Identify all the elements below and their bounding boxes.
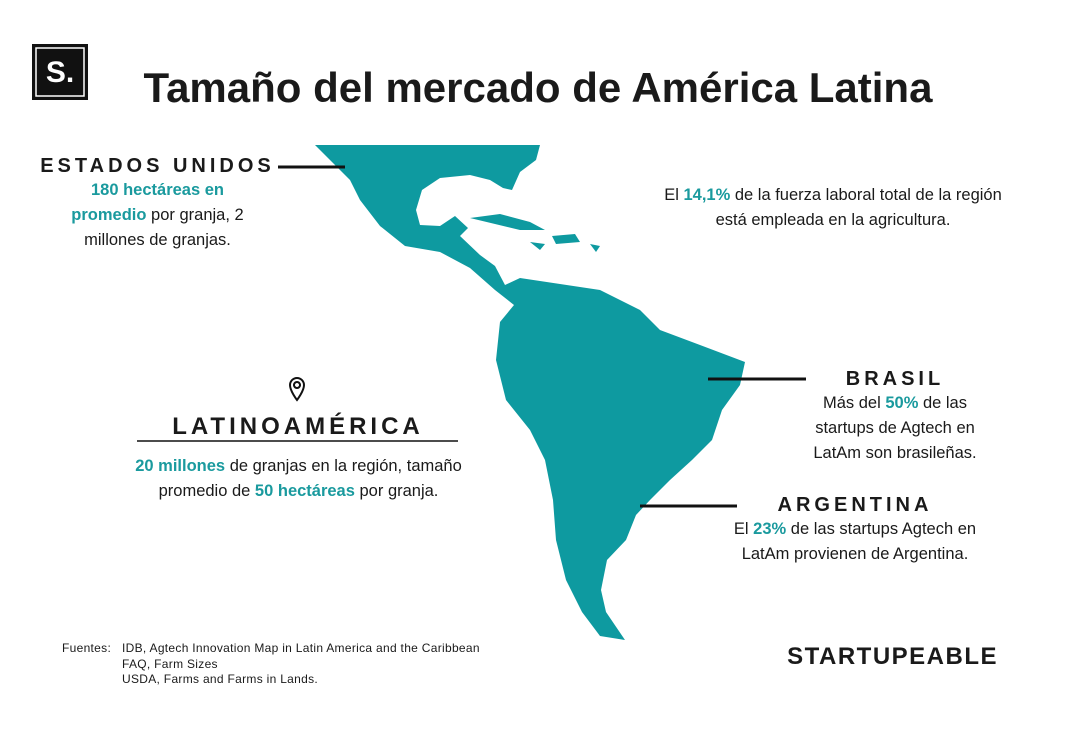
text-segment: por granja. xyxy=(354,482,439,500)
latam-heading: LATINOAMÉRICA xyxy=(172,413,424,440)
argentina-text: El 23% de las startups Agtech en LatAm p… xyxy=(730,517,980,567)
text-segment: por granja, 2 millones de granjas. xyxy=(84,206,244,249)
highlight: 50 hectáreas xyxy=(254,482,355,500)
brasil-heading: BRASIL xyxy=(845,368,945,390)
text-segment: de granjas en la región, tamaño promedio… xyxy=(158,457,462,500)
highlight: 180 hectáreas en promedio xyxy=(71,181,224,224)
sources-list: IDB, Agtech Innovation Map in Latin Amer… xyxy=(122,641,480,688)
text-segment: El xyxy=(664,186,684,204)
highlight: 20 millones xyxy=(135,457,226,475)
text-segment: El xyxy=(733,520,754,538)
source-item: USDA, Farms and Farms in Lands. xyxy=(122,672,319,686)
highlight: 50% xyxy=(885,394,919,412)
us-heading: ESTADOS UNIDOS xyxy=(40,155,275,177)
text-segment: de las startups Agtech en LatAm proviene… xyxy=(741,520,977,563)
us-text: 180 hectáreas en promedio por granja, 2 … xyxy=(65,178,250,253)
brasil-text: Más del 50% de las startups de Agtech en… xyxy=(805,391,985,466)
caribbean-islands xyxy=(470,214,600,252)
sources-label: Fuentes: xyxy=(62,641,112,655)
title: Tamaño del mercado de América Latina xyxy=(143,64,933,111)
logo-text: S. xyxy=(46,56,74,89)
americas-map xyxy=(315,145,745,640)
source-item: IDB, Agtech Innovation Map in Latin Amer… xyxy=(122,641,480,655)
latam-text: 20 millones de granjas en la región, tam… xyxy=(126,454,471,504)
source-item: FAQ, Farm Sizes xyxy=(122,656,218,671)
highlight: 23% xyxy=(753,520,787,538)
highlight: 14,1% xyxy=(683,186,731,204)
labor-text: El 14,1% de la fuerza laboral total de l… xyxy=(658,183,1008,233)
logo-frame xyxy=(35,47,85,97)
location-pin xyxy=(288,376,306,402)
argentina-heading: ARGENTINA xyxy=(777,494,933,516)
text-segment: Más del xyxy=(822,394,886,412)
logo-box xyxy=(32,44,88,100)
text-segment: de la fuerza laboral total de la región … xyxy=(715,186,1002,229)
text-segment: de las startups de Agtech en LatAm son b… xyxy=(813,394,977,462)
brand: STARTUPEABLE xyxy=(787,643,998,670)
